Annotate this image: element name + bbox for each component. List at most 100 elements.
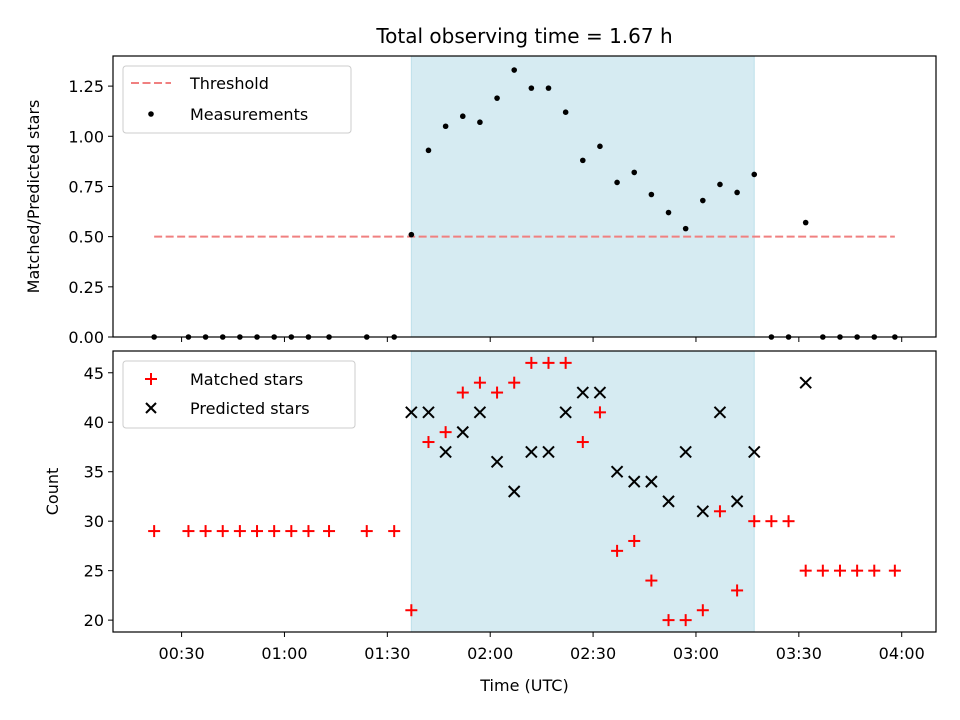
predicted-star-marker bbox=[490, 455, 504, 469]
top-observing-interval bbox=[410, 55, 755, 338]
predicted-star-marker bbox=[645, 475, 658, 488]
x-tick-label: 02:00 bbox=[467, 644, 513, 663]
matched-star-marker bbox=[782, 515, 795, 528]
measurement-point bbox=[545, 85, 552, 91]
measurement-point bbox=[631, 169, 638, 176]
bottom-y-tick-label: 45 bbox=[84, 364, 104, 383]
matched-star-marker bbox=[388, 525, 401, 538]
bottom-y-tick-label: 25 bbox=[84, 562, 104, 581]
predicted-star-markers bbox=[405, 376, 812, 518]
measurement-point bbox=[751, 171, 758, 178]
matched-star-marker bbox=[251, 525, 264, 538]
matched-star-marker bbox=[182, 525, 195, 538]
bottom-panel: 20 25 30 35 40 45 00:30 01:00 01:30 02:00 02:30 03… bbox=[43, 350, 937, 695]
x-axis-label: Time (UTC) bbox=[479, 676, 568, 695]
matched-star-marker bbox=[302, 525, 315, 538]
matched-star-marker bbox=[473, 376, 486, 389]
bottom-y-axis: 20 25 30 35 40 45 bbox=[84, 364, 113, 630]
bottom-observing-interval bbox=[410, 350, 755, 633]
predicted-star-marker bbox=[456, 425, 469, 439]
predicted-star-marker bbox=[576, 386, 590, 399]
measurement-point bbox=[425, 147, 432, 154]
top-y-tick-label: 1.25 bbox=[68, 77, 104, 96]
bottom-x-axis: 00:30 01:00 01:30 02:00 02:30 03:00 03:30 04:00 bbox=[159, 632, 925, 663]
matched-star-marker bbox=[765, 515, 778, 528]
top-y-tick-label: 0.00 bbox=[68, 328, 104, 347]
x-tick-label: 03:30 bbox=[776, 644, 822, 663]
top-y-tick-label: 0.75 bbox=[68, 177, 104, 196]
matched-star-marker bbox=[233, 525, 246, 538]
legend-matched-swatch bbox=[145, 373, 157, 385]
top-x-axis bbox=[181, 337, 903, 342]
measurement-point bbox=[528, 85, 535, 91]
legend-threshold-label: Threshold bbox=[189, 74, 269, 93]
bottom-y-axis-label: Count bbox=[43, 468, 62, 516]
matched-star-marker bbox=[851, 564, 864, 577]
matched-star-marker bbox=[199, 525, 212, 538]
predicted-star-marker bbox=[679, 445, 692, 459]
matched-star-marker bbox=[748, 515, 761, 528]
measurement-point bbox=[597, 143, 603, 150]
matched-star-marker bbox=[696, 604, 709, 617]
predicted-star-marker bbox=[713, 406, 727, 419]
matched-star-marker bbox=[833, 564, 846, 577]
predicted-star-marker bbox=[542, 445, 555, 459]
x-tick-label: 01:00 bbox=[261, 644, 307, 663]
measurement-point bbox=[802, 219, 809, 226]
matched-star-marker bbox=[731, 584, 744, 597]
matched-star-marker bbox=[360, 525, 373, 538]
matched-star-marker bbox=[422, 436, 435, 449]
matched-star-markers bbox=[148, 356, 901, 627]
measurement-point bbox=[408, 231, 415, 238]
predicted-star-marker bbox=[422, 406, 435, 419]
measurement-point bbox=[682, 225, 689, 232]
top-plot-frame bbox=[112, 55, 937, 338]
measurement-point bbox=[734, 189, 740, 196]
top-y-axis: 0.00 0.25 0.50 0.75 1.00 1.25 bbox=[68, 77, 113, 347]
bottom-y-tick-label: 35 bbox=[84, 463, 104, 482]
measurement-point bbox=[579, 157, 586, 164]
matched-star-marker bbox=[645, 574, 658, 587]
matched-star-marker bbox=[491, 386, 504, 399]
matched-star-marker bbox=[662, 614, 675, 627]
predicted-star-marker bbox=[559, 406, 572, 419]
predicted-star-marker bbox=[405, 406, 418, 419]
legend-measurements-swatch bbox=[148, 111, 154, 117]
x-tick-label: 02:30 bbox=[570, 644, 616, 663]
matched-star-marker bbox=[799, 564, 812, 577]
x-tick-label: 01:30 bbox=[364, 644, 410, 663]
predicted-star-marker bbox=[439, 445, 452, 459]
matched-star-marker bbox=[679, 614, 692, 627]
measurement-point bbox=[442, 123, 449, 130]
legend-measurements-label: Measurements bbox=[190, 105, 308, 124]
predicted-star-marker bbox=[730, 495, 744, 508]
bottom-y-tick-label: 20 bbox=[84, 611, 104, 630]
predicted-star-marker bbox=[799, 376, 812, 389]
measurement-point bbox=[511, 67, 518, 73]
bottom-legend-box bbox=[122, 360, 356, 429]
matched-star-marker bbox=[628, 534, 641, 547]
measurement-point bbox=[614, 179, 620, 186]
matched-star-marker bbox=[525, 356, 538, 369]
matched-star-marker bbox=[216, 525, 229, 538]
bottom-plot-frame bbox=[112, 350, 937, 633]
predicted-star-marker bbox=[508, 485, 521, 498]
measurement-point bbox=[459, 113, 466, 120]
matched-star-marker bbox=[268, 525, 281, 538]
matched-star-marker bbox=[593, 406, 606, 419]
predicted-star-marker bbox=[610, 465, 624, 478]
top-y-tick-label: 1.00 bbox=[68, 127, 104, 146]
matched-star-marker bbox=[508, 376, 521, 389]
predicted-star-marker bbox=[748, 445, 761, 459]
measurement-point bbox=[717, 181, 723, 188]
matched-star-marker bbox=[713, 505, 726, 518]
matched-star-marker bbox=[323, 525, 336, 538]
top-panel: 0.00 0.25 0.50 0.75 1.00 1.25 Matched/Predict… bbox=[24, 55, 937, 347]
predicted-star-marker bbox=[662, 495, 675, 508]
matched-star-marker bbox=[576, 436, 589, 449]
matched-star-marker bbox=[439, 426, 452, 439]
matched-star-marker bbox=[405, 604, 418, 617]
predicted-star-marker bbox=[525, 445, 538, 459]
x-tick-label: 03:00 bbox=[673, 644, 719, 663]
